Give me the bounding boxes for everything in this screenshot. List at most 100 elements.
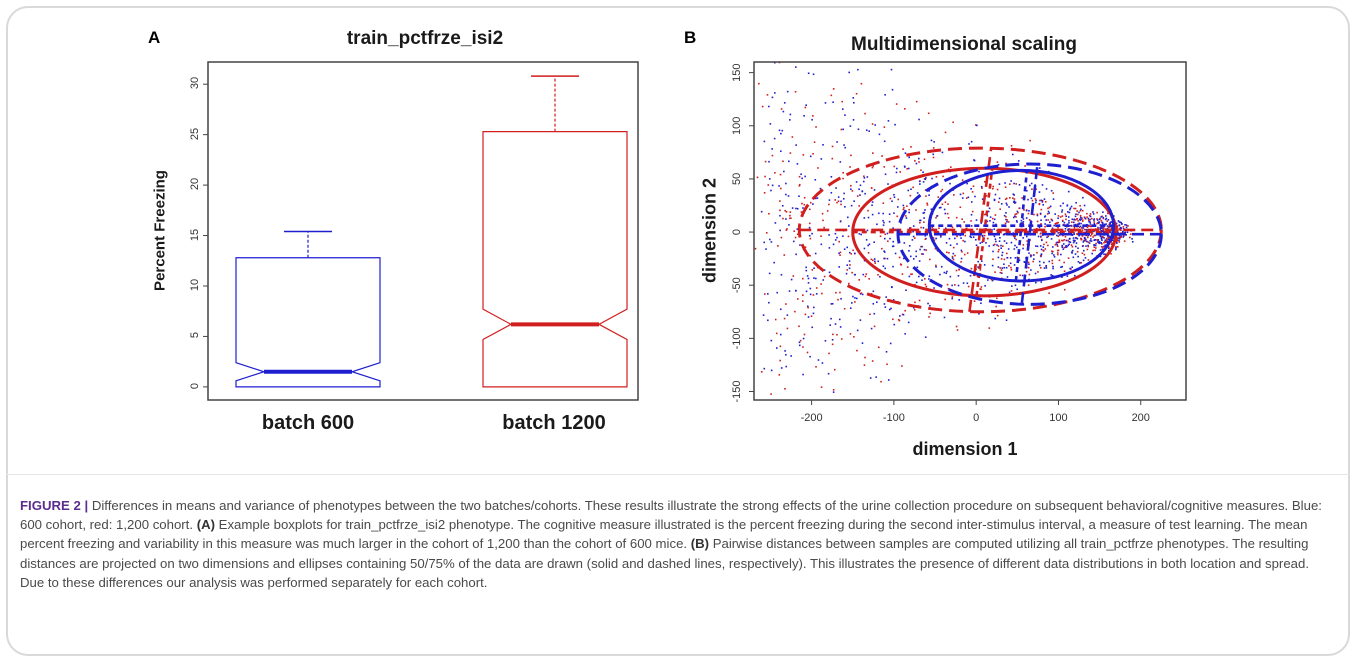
- scatter-point: [1042, 246, 1045, 248]
- scatter-point: [1101, 230, 1103, 232]
- scatter-point: [820, 243, 823, 246]
- scatter-point: [1077, 260, 1080, 263]
- scatter-point: [1104, 253, 1107, 256]
- scatter-point: [789, 411, 791, 413]
- scatter-point: [1031, 199, 1034, 202]
- scatter-point: [856, 329, 859, 332]
- scatter-point: [1067, 216, 1070, 218]
- scatter-point: [806, 305, 809, 308]
- scatter-point: [802, 373, 804, 376]
- scatter-point: [1040, 223, 1042, 225]
- scatter-point: [992, 244, 995, 247]
- scatter-point: [878, 133, 881, 136]
- scatter-point: [992, 187, 994, 190]
- scatter-point: [883, 251, 886, 253]
- scatter-point: [794, 236, 797, 239]
- scatter-point: [952, 121, 954, 124]
- scatter-point: [862, 180, 865, 183]
- scatter-point: [785, 229, 788, 231]
- scatter-point: [812, 152, 814, 155]
- scatter-point: [815, 293, 818, 295]
- scatter-point: [1044, 200, 1047, 203]
- scatter-point: [1006, 276, 1009, 278]
- scatter-point: [970, 236, 972, 239]
- scatter-point: [779, 333, 782, 336]
- scatter-point: [1103, 231, 1105, 234]
- scatter-point: [1079, 204, 1081, 207]
- scatter-point: [1065, 218, 1067, 221]
- scatter-point: [794, 310, 796, 313]
- scatter-point: [880, 380, 882, 383]
- scatter-point: [1068, 243, 1070, 246]
- scatter-point: [1013, 194, 1015, 196]
- scatter-point: [1125, 234, 1128, 236]
- scatter-point: [820, 429, 822, 431]
- scatter-point: [883, 140, 886, 143]
- scatter-point: [988, 327, 991, 329]
- scatter-point: [1016, 210, 1019, 213]
- scatter-point: [980, 185, 983, 188]
- scatter-point: [1072, 237, 1075, 239]
- scatter-point: [1051, 259, 1054, 262]
- scatter-point: [1087, 217, 1090, 220]
- scatter-point: [1101, 230, 1104, 233]
- scatter-point: [910, 188, 912, 191]
- scatter-point: [1114, 248, 1117, 251]
- scatter-point: [962, 192, 965, 195]
- scatter-point: [1092, 249, 1094, 252]
- scatter-point: [839, 220, 842, 223]
- scatter-point: [765, 232, 768, 234]
- scatter-point: [1100, 227, 1102, 229]
- scatter-point: [807, 306, 809, 309]
- scatter-point: [795, 253, 797, 256]
- scatter-point: [800, 211, 803, 213]
- scatter-point: [1005, 197, 1008, 200]
- scatter-point: [761, 105, 764, 108]
- caption-figure-label: FIGURE 2 |: [20, 498, 89, 513]
- scatter-point: [814, 178, 817, 181]
- scatter-point: [961, 251, 963, 253]
- scatter-point: [882, 224, 885, 226]
- scatter-point: [1016, 221, 1018, 223]
- scatter-point: [787, 12, 789, 14]
- scatter-point: [1035, 188, 1037, 191]
- scatter-point: [867, 244, 869, 247]
- scatter-point: [1068, 222, 1070, 224]
- scatter-point: [918, 157, 920, 160]
- scatter-point: [1039, 232, 1042, 235]
- scatter-point: [809, 155, 812, 158]
- scatter-point: [790, 278, 793, 281]
- scatter-point: [1082, 196, 1084, 199]
- scatter-point: [807, 72, 810, 75]
- scatter-point: [999, 271, 1002, 274]
- scatter-point: [930, 208, 933, 211]
- scatter-point: [778, 185, 780, 187]
- scatter-point: [879, 235, 882, 238]
- scatter-point: [985, 195, 988, 197]
- scatter-point: [888, 213, 891, 216]
- scatter-point: [997, 266, 1000, 268]
- scatter-point: [814, 252, 817, 255]
- scatter-point: [805, 269, 808, 272]
- scatter-point: [961, 197, 964, 199]
- scatter-point: [1040, 219, 1042, 222]
- scatter-point: [1093, 244, 1095, 246]
- scatter-point: [1058, 259, 1061, 262]
- scatter-point: [839, 251, 842, 254]
- scatter-point: [1075, 245, 1077, 248]
- scatter-point: [1012, 216, 1015, 219]
- scatter-point: [809, 287, 812, 290]
- scatter-point: [770, 393, 772, 395]
- scatter-point: [873, 258, 876, 260]
- scatter-point: [1074, 219, 1077, 221]
- scatter-point: [1080, 261, 1083, 264]
- scatter-point: [1027, 198, 1029, 201]
- scatter-point: [834, 323, 837, 325]
- scatter-point: [951, 257, 954, 259]
- scatter-point: [998, 240, 1001, 243]
- scatter-point: [1056, 243, 1058, 246]
- scatter-point: [1066, 204, 1069, 207]
- scatter-point: [858, 205, 860, 207]
- scatter-point: [919, 221, 921, 224]
